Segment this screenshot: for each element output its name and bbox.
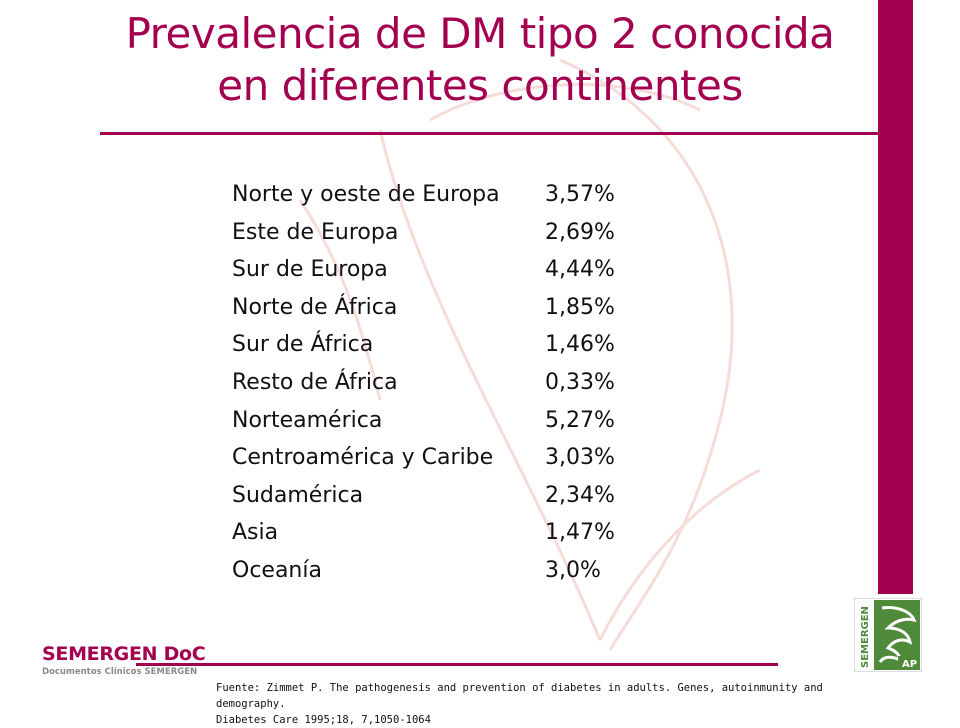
- prevalence-value: 3,03%: [545, 445, 615, 471]
- prevalence-value: 2,69%: [545, 219, 615, 245]
- region-label: Centroamérica y Caribe: [232, 445, 494, 471]
- region-label: Norte y oeste de Europa: [232, 182, 500, 207]
- prevalence-value: 4,44%: [545, 257, 615, 283]
- footer-divider: [136, 663, 778, 666]
- prevalence-value: 3,57%: [545, 182, 615, 207]
- right-accent-bar: [878, 0, 913, 594]
- region-label: Norteamérica: [232, 407, 383, 433]
- title-line-2: en diferentes continentes: [217, 61, 743, 110]
- citation-line-2: Diabetes Care 1995;18, 7,1050-1064: [216, 714, 431, 726]
- region-label: Sur de Europa: [232, 257, 388, 283]
- region-label: Asia: [232, 520, 279, 546]
- title-divider: [100, 132, 912, 135]
- source-citation: Fuente: Zimmet P. The pathogenesis and p…: [216, 680, 896, 728]
- logo-name: SEMERGEN DoC: [42, 643, 206, 665]
- prevalence-value: 1,85%: [545, 294, 615, 320]
- region-label: Norte de África: [232, 294, 398, 320]
- semergen-doc-logo: SEMERGEN DoC Documentos Clínicos SEMERGE…: [42, 643, 206, 678]
- brand-badge: [898, 656, 920, 670]
- prevalence-value: 1,47%: [545, 520, 615, 546]
- brand-vertical-text: SEMERGEN: [860, 606, 871, 668]
- region-label: Este de Europa: [232, 219, 399, 245]
- region-label: Sur de África: [232, 332, 374, 358]
- slide-title: Prevalencia de DM tipo 2 conocida en dif…: [60, 8, 900, 112]
- region-label: Resto de África: [232, 369, 398, 395]
- semergen-ap-logo: SEMERGEN AP: [854, 598, 922, 672]
- brand-badge-text: AP: [902, 659, 917, 670]
- prevalence-value: 2,34%: [545, 482, 615, 508]
- prevalence-value: 5,27%: [545, 407, 615, 433]
- logo-subtitle: Documentos Clínicos SEMERGEN: [42, 667, 198, 677]
- citation-line-1: Fuente: Zimmet P. The pathogenesis and p…: [216, 682, 823, 710]
- region-label: Oceanía: [232, 557, 322, 583]
- region-label: Sudamérica: [232, 482, 364, 508]
- prevalence-value: 3,0%: [545, 557, 601, 583]
- prevalence-value: 1,46%: [545, 332, 615, 358]
- title-line-1: Prevalencia de DM tipo 2 conocida: [125, 9, 835, 58]
- prevalence-value: 0,33%: [545, 369, 615, 395]
